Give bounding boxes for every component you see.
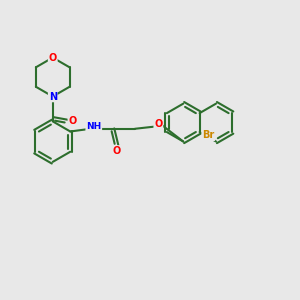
- Text: O: O: [154, 119, 163, 130]
- Text: O: O: [49, 52, 57, 63]
- Text: Br: Br: [202, 130, 214, 140]
- Text: O: O: [112, 146, 121, 156]
- Text: NH: NH: [86, 122, 101, 130]
- Text: N: N: [49, 92, 57, 101]
- Text: O: O: [68, 116, 76, 126]
